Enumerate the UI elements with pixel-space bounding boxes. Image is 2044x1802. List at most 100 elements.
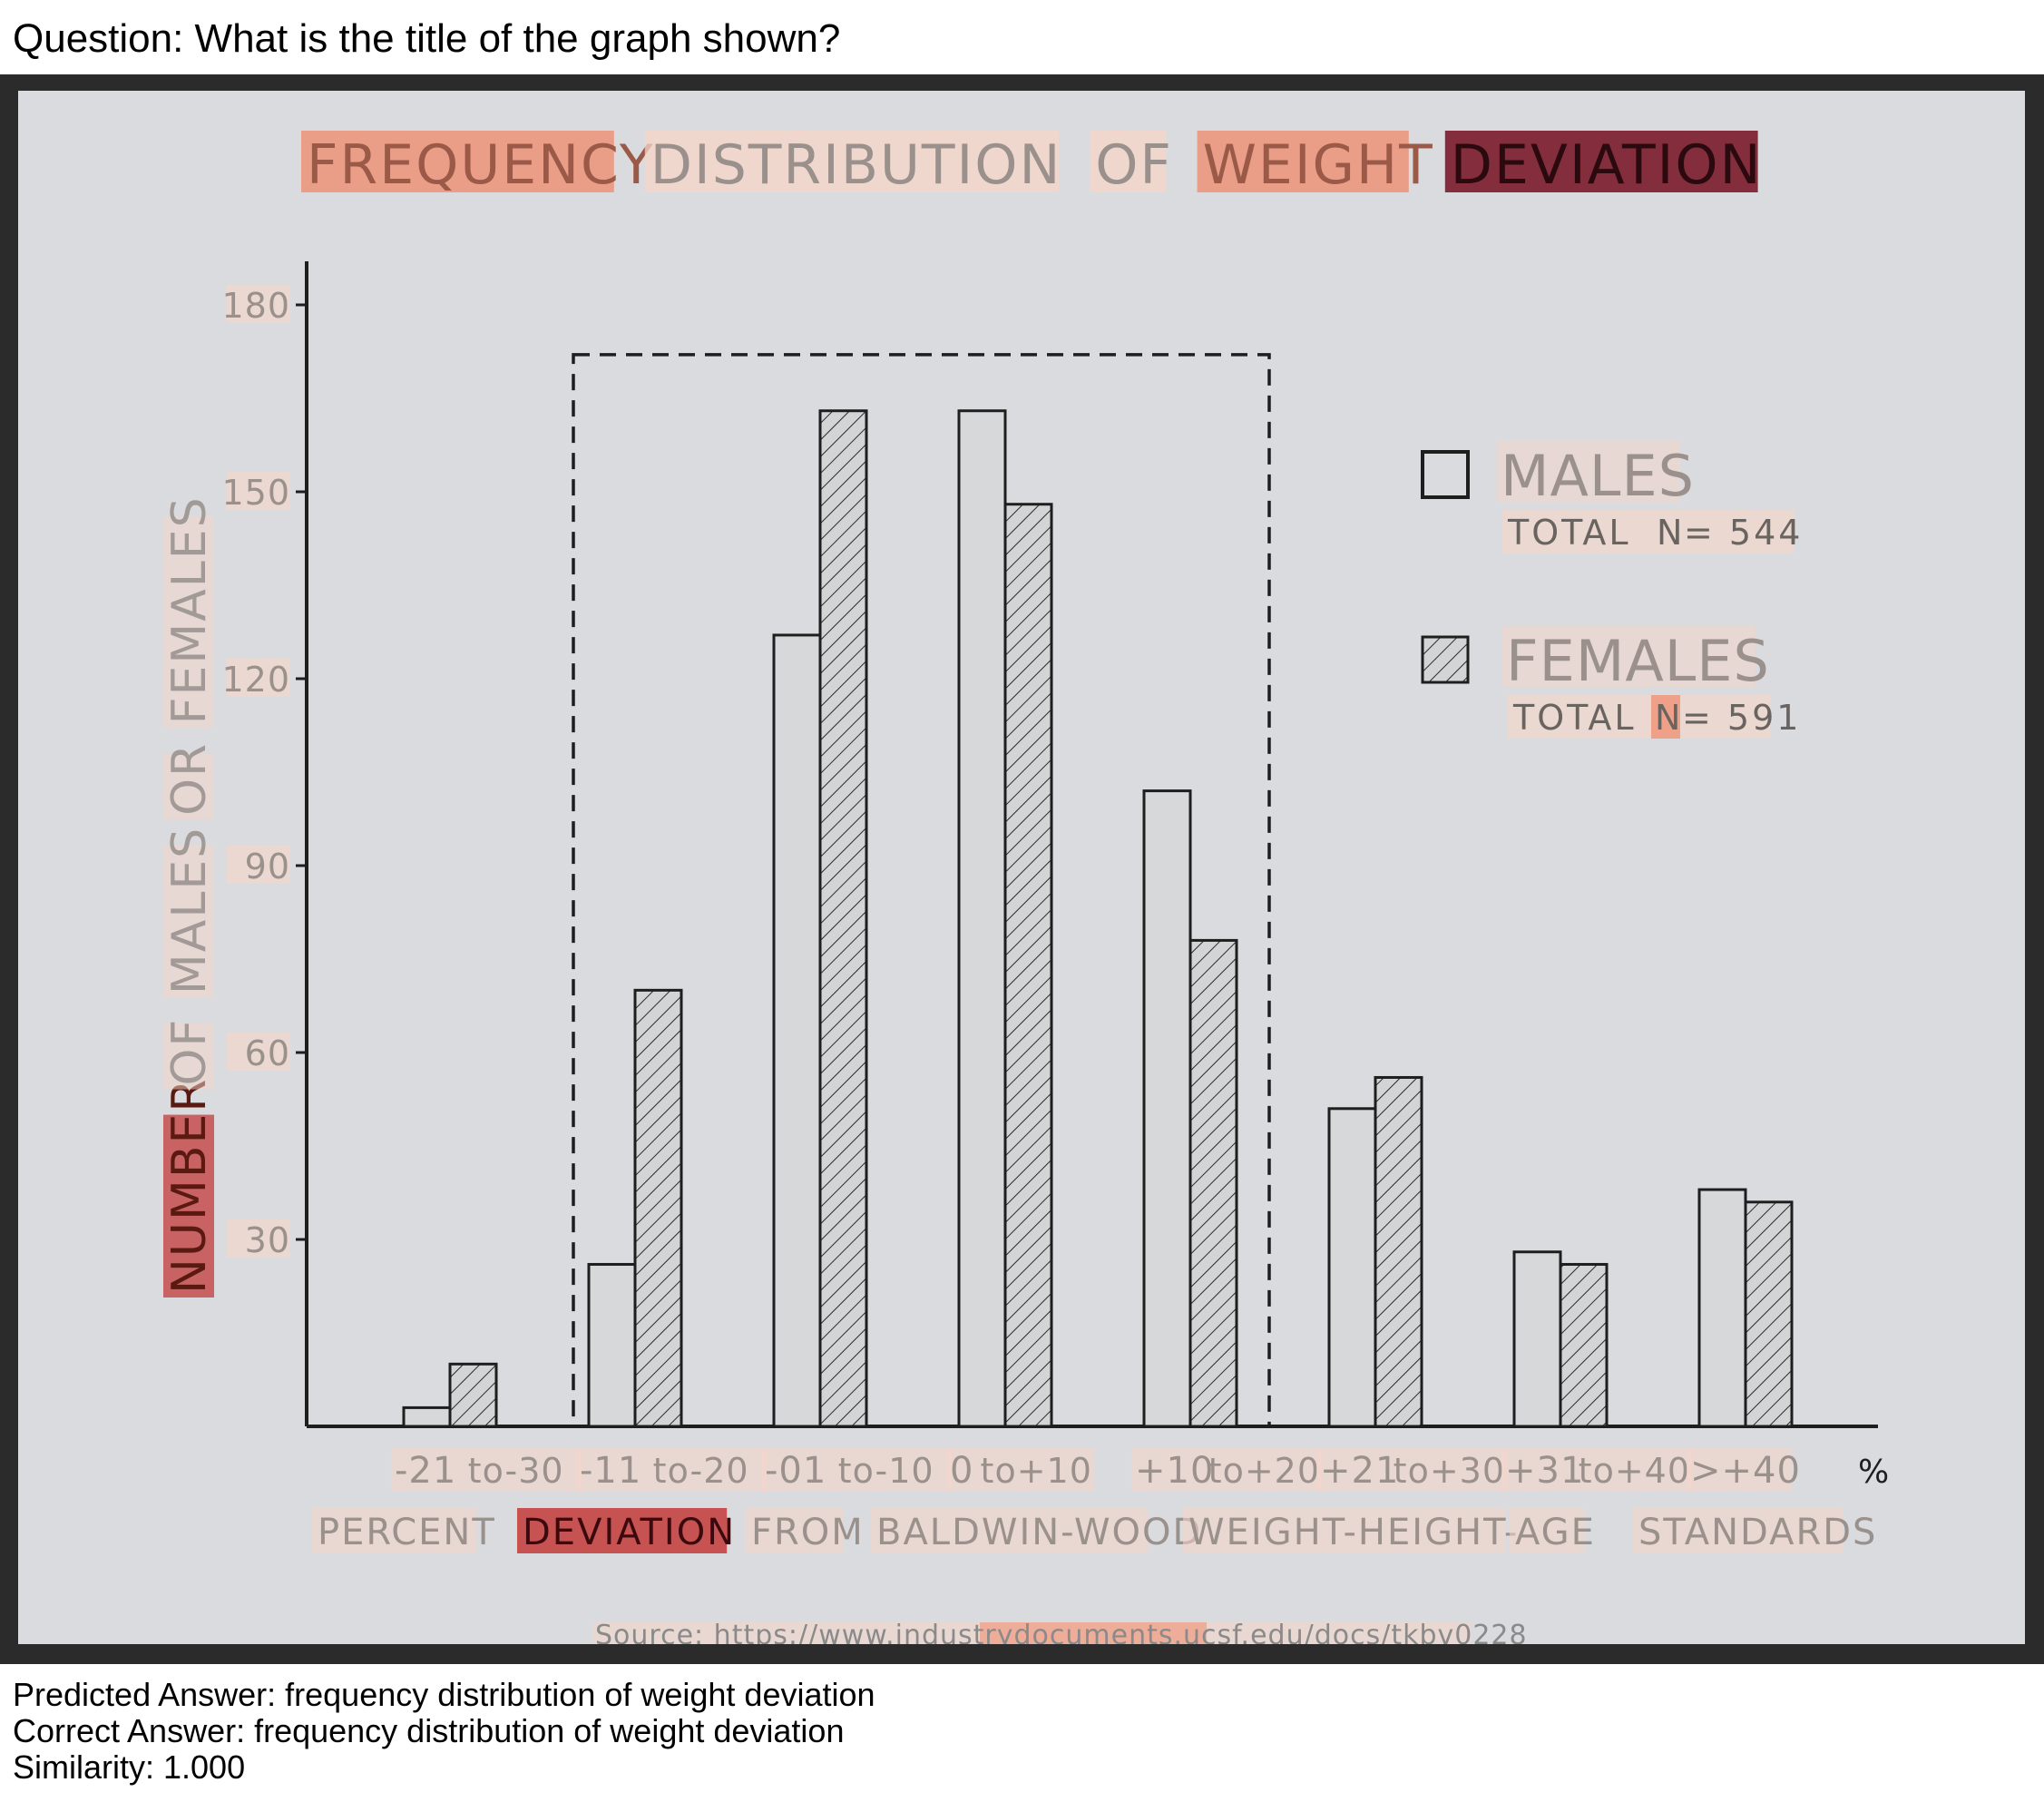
y-axis-label-word: OF: [162, 1018, 217, 1086]
bar-females: [1003, 503, 1053, 1428]
bar-females: [448, 1362, 498, 1428]
correct-answer: Correct Answer: frequency distribution o…: [13, 1712, 845, 1749]
x-tick-label-start: +10: [1135, 1450, 1214, 1492]
legend-males-n-value: = 544: [1684, 513, 1803, 553]
ylabel-highlight-2: [163, 844, 214, 999]
bar-males: [1697, 1188, 1747, 1428]
x-axis-label-word: FROM: [751, 1512, 865, 1553]
title-highlight-3: [1197, 131, 1409, 192]
legend-males-n-label: N: [1657, 513, 1683, 553]
bar-males: [587, 1262, 637, 1428]
x-tick-label-end: to-10: [838, 1451, 934, 1491]
x-axis-label-word: STANDARDS: [1638, 1512, 1877, 1553]
title-highlight-0: [301, 131, 614, 192]
x-tick-highlight: [1131, 1448, 1323, 1492]
bar-males: [772, 633, 822, 1428]
x-axis-label-word: DEVIATION: [523, 1512, 736, 1553]
chart-image-frame: FREQUENCY DISTRIBUTION OF WEIGHT DEVIATION 30…: [0, 74, 2044, 1664]
bar-males: [402, 1405, 452, 1428]
bar-females: [1744, 1200, 1794, 1428]
question-text: Question: What is the title of the graph…: [13, 16, 841, 61]
x-tick-highlight: [1501, 1448, 1693, 1492]
answers-block: Predicted Answer: frequency distribution…: [13, 1677, 875, 1786]
legend-males-total-highlight: [1502, 510, 1795, 553]
y-axis-label-word: FEMALES: [162, 495, 217, 724]
x-tick-highlight: [391, 1448, 582, 1492]
xlabel-highlight-4: [1183, 1508, 1506, 1553]
x-tick-label-start: -01: [765, 1450, 826, 1492]
bar-males: [957, 409, 1007, 1428]
y-tick-highlight: [227, 659, 290, 697]
xlabel-highlight-5: [1510, 1508, 1585, 1553]
y-tick-label: 120: [221, 660, 290, 700]
x-tick-label-end: to-20: [653, 1451, 749, 1491]
dashed-highlight-box: [572, 353, 1271, 1428]
similarity-score: Similarity: 1.000: [13, 1748, 246, 1786]
x-axis-label-word: WEIGHT-HEIGHT-: [1188, 1512, 1519, 1553]
x-tick-label-start: 0: [950, 1450, 973, 1492]
legend-swatch-females: [1421, 635, 1470, 684]
source-text: Source: https://www.industrydocuments.uc…: [595, 1620, 1528, 1644]
ylabel-highlight-0: [163, 1114, 214, 1298]
x-unit-label: %: [1858, 1454, 1890, 1491]
legend-females-total-label: TOTAL: [1512, 698, 1637, 738]
title-highlight-2: [1090, 131, 1167, 192]
ylabel-highlight-1: [163, 1023, 214, 1090]
legend-females-label: FEMALES: [1506, 628, 1770, 694]
x-tick-label-end: to+20: [1208, 1451, 1320, 1491]
x-axis-label-word: BALDWIN-WOOD: [876, 1512, 1202, 1553]
x-tick-highlight: [576, 1448, 768, 1492]
x-tick-label-start: >+40: [1690, 1450, 1801, 1492]
x-axis-label-word: AGE: [1515, 1512, 1596, 1553]
x-tick-label-end: to+10: [981, 1451, 1092, 1491]
title-highlight-1: [644, 131, 1060, 192]
ylabel-highlight-3: [163, 753, 214, 819]
legend-males-highlight: [1497, 441, 1681, 503]
y-axis-label-word: NUMBER: [162, 1078, 217, 1294]
legend-swatch-males: [1421, 450, 1470, 499]
legend-males-label: MALES: [1501, 443, 1695, 509]
bar-females: [1374, 1075, 1423, 1428]
x-tick-label-start: -11: [580, 1450, 641, 1492]
y-tick-label: 150: [221, 473, 290, 513]
y-tick-highlight: [227, 1219, 290, 1258]
chart-title-word: DISTRIBUTION: [650, 133, 1062, 197]
bar-females: [1559, 1262, 1609, 1428]
legend-females-n-label: N: [1655, 698, 1681, 738]
x-tick-highlight: [946, 1448, 1095, 1492]
chart-paper: FREQUENCY DISTRIBUTION OF WEIGHT DEVIATION 30…: [18, 91, 2025, 1651]
xlabel-highlight-0: [312, 1508, 477, 1553]
x-tick-highlight: [1316, 1448, 1508, 1492]
xlabel-highlight-3: [871, 1508, 1149, 1553]
chart-title-word: DEVIATION: [1451, 133, 1763, 197]
bar-males: [1327, 1107, 1377, 1428]
x-tick-label-end: to-30: [468, 1451, 564, 1491]
xlabel-highlight-6: [1633, 1508, 1844, 1553]
x-tick-label-end: to+40: [1579, 1451, 1690, 1491]
bar-females: [818, 409, 868, 1428]
x-tick-label-start: +31: [1505, 1450, 1584, 1492]
bar-males: [1142, 789, 1192, 1428]
ylabel-highlight-4: [163, 515, 214, 729]
y-tick-highlight: [227, 472, 290, 510]
bar-females: [1188, 938, 1238, 1428]
y-tick-label: 60: [245, 1033, 290, 1073]
x-axis-label-word: PERCENT: [318, 1512, 496, 1553]
predicted-answer: Predicted Answer: frequency distribution…: [13, 1676, 875, 1713]
legend-females-n-value: = 591: [1682, 698, 1801, 738]
y-axis-label-word: MALES: [162, 827, 217, 994]
y-tick-label: 90: [245, 847, 290, 886]
xlabel-highlight-2: [746, 1508, 844, 1553]
bar-males: [1512, 1250, 1562, 1428]
x-tick-label-end: to+30: [1394, 1451, 1505, 1491]
y-tick-highlight: [227, 1033, 290, 1071]
chart-title-word: FREQUENCY: [307, 133, 655, 197]
title-highlight-4: [1444, 131, 1758, 192]
legend-females-n-highlight: [1651, 695, 1680, 739]
bar-females: [633, 988, 683, 1428]
legend-females-total-highlight: [1508, 695, 1771, 739]
y-tick-label: 180: [221, 286, 290, 326]
xlabel-highlight-1: [517, 1508, 728, 1553]
y-tick-label: 30: [245, 1220, 290, 1260]
